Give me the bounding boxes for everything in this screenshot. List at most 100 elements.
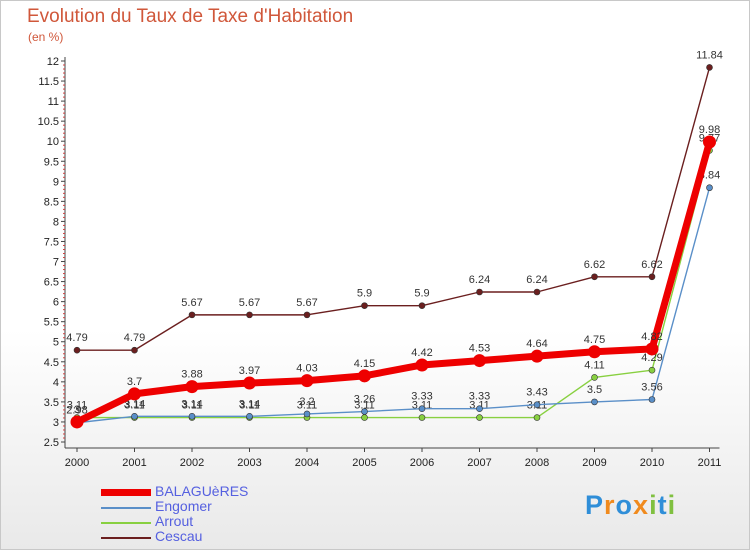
y-tick-label: 9 <box>53 176 59 188</box>
y-tick-label: 2.5 <box>44 437 59 449</box>
y-tick-label: 6.5 <box>44 277 59 289</box>
x-tick-label: 2003 <box>237 457 261 469</box>
series-balaguères: 3 3.7 3.88 3.97 4.03 4.15 4.42 4.53 4.64 4.75 4.82… <box>70 124 720 429</box>
data-point <box>361 302 368 309</box>
data-label: 4.03 <box>296 363 317 375</box>
data-point <box>533 401 541 409</box>
logo-letter: x <box>633 490 650 520</box>
y-tick-label: 8.5 <box>44 196 59 208</box>
logo-letter: r <box>604 490 616 520</box>
data-label: 3.14 <box>124 398 145 410</box>
x-tick-label: 2004 <box>295 457 319 469</box>
data-point <box>648 396 656 403</box>
y-tick-label: 3.5 <box>44 397 59 409</box>
x-tick-label: 2005 <box>352 457 376 469</box>
data-point <box>303 311 311 319</box>
series-engomer: 2.98 3.14 3.14 3.14 3.2 3.26 3.33 3.33 3.43 3.5 3.… <box>66 170 720 427</box>
data-label: 3.11 <box>354 400 375 412</box>
data-point <box>418 302 426 309</box>
series-cescau: 4.79 4.79 5.67 5.67 5.67 5.9 5.9 6.24 6.24 6.62 6.… <box>66 49 723 354</box>
data-label: 4.64 <box>526 338 547 350</box>
data-label: 4.42 <box>411 347 432 359</box>
y-tick-label: 4 <box>53 377 59 389</box>
x-tick-label: 2008 <box>525 457 549 469</box>
y-tick-label: 3 <box>53 417 59 429</box>
data-point <box>415 358 429 372</box>
x-tick-label: 2011 <box>698 457 722 469</box>
data-label: 4.11 <box>584 359 605 371</box>
data-label: 3.5 <box>587 384 602 396</box>
data-label: 6.62 <box>641 259 662 271</box>
logo-letter: i <box>667 490 677 520</box>
data-label: 4.29 <box>641 352 662 364</box>
chart-title: Evolution du Taux de Taxe d'Habitation <box>27 6 354 27</box>
data-label: 4.79 <box>66 332 87 344</box>
x-tick-label: 2009 <box>582 457 606 469</box>
data-label: 4.15 <box>354 358 375 370</box>
data-point <box>303 410 311 418</box>
series-line <box>76 187 711 424</box>
data-point <box>476 405 483 413</box>
y-tick-label: 10.5 <box>38 116 59 128</box>
data-label: 3.14 <box>181 398 202 410</box>
y-tick-label: 8 <box>53 216 59 228</box>
data-label: 3.88 <box>181 369 202 381</box>
data-point <box>706 64 713 71</box>
data-point <box>361 414 368 421</box>
series-line <box>77 67 711 351</box>
data-label: 3.2 <box>299 396 314 408</box>
data-label: 3.33 <box>411 391 432 403</box>
legend-label: BALAGUèRES <box>155 483 249 499</box>
legend-label: Arrout <box>155 513 194 529</box>
y-tick-label: 12 <box>47 56 59 68</box>
data-point <box>361 408 368 415</box>
y-axis-unit: (en %) <box>28 30 64 44</box>
logo-letter: P <box>585 490 605 520</box>
data-point <box>246 413 253 420</box>
data-point <box>473 354 486 368</box>
legend-swatch <box>101 522 151 524</box>
data-point <box>188 311 196 319</box>
data-point <box>645 342 659 356</box>
data-point <box>73 346 81 354</box>
data-point <box>70 415 84 429</box>
data-label: 3.7 <box>127 376 142 388</box>
data-label: 11.84 <box>696 49 723 61</box>
y-tick-label: 7.5 <box>44 236 59 248</box>
y-tick-label: 11 <box>48 96 59 108</box>
data-label: 6.62 <box>584 259 605 271</box>
data-point <box>533 288 541 296</box>
data-point <box>243 376 256 390</box>
data-label: 5.67 <box>181 297 202 309</box>
data-point <box>591 398 598 406</box>
x-tick-label: 2007 <box>467 457 491 469</box>
data-label: 4.79 <box>124 332 145 344</box>
logo-letter: i <box>649 490 658 520</box>
x-tick-label: 2001 <box>122 457 146 469</box>
data-label: 4.82 <box>641 331 662 343</box>
y-tick-label: 5 <box>53 337 59 349</box>
data-point <box>131 413 138 420</box>
data-point <box>300 374 314 388</box>
data-point <box>185 380 199 394</box>
data-label: 3.11 <box>239 400 260 412</box>
data-point <box>476 414 483 421</box>
legend-label: Engomer <box>155 498 212 514</box>
x-tick-label: 2006 <box>410 457 434 469</box>
data-label: 6.24 <box>526 274 547 286</box>
proxiti-logo: Proxiti <box>585 490 676 521</box>
y-tick-label: 5.5 <box>44 317 59 329</box>
legend-label: Cescau <box>155 528 203 544</box>
data-point <box>128 387 141 401</box>
data-label: 9.98 <box>699 124 720 136</box>
y-tick-label: 9.5 <box>44 156 59 168</box>
data-label: 4.53 <box>469 343 490 355</box>
data-label: 5.9 <box>357 288 372 300</box>
data-label: 5.67 <box>239 297 260 309</box>
data-label: 3.26 <box>354 394 375 406</box>
data-label: 3.33 <box>469 391 490 403</box>
data-label: 3.14 <box>239 398 260 410</box>
data-point <box>706 184 713 192</box>
